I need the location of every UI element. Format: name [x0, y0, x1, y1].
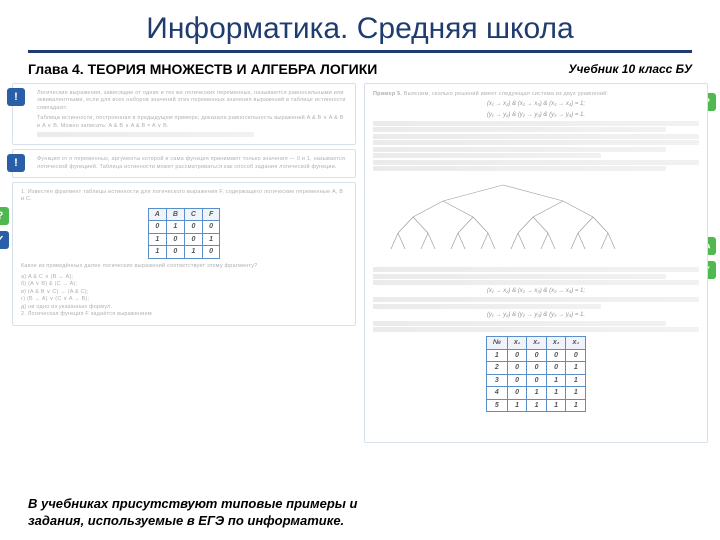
cell: 0: [184, 221, 202, 233]
cell: 1: [527, 387, 547, 399]
formula-mid: (x₁ → x₂) & (x₂ → x₃) & (x₃ → x₄) = 1;: [373, 287, 699, 295]
th-b: B: [166, 208, 184, 220]
cell: 0: [507, 349, 526, 361]
cell: 0: [166, 246, 184, 258]
cell: 1: [566, 399, 586, 411]
formula-mid2: (y₁ → y₂) & (y₂ → y₃) & (y₃ → y₄) = 1.: [373, 311, 699, 319]
left-column: ! Логические выражения, зависящие от одн…: [12, 83, 356, 447]
exclaim-icon: !: [7, 88, 25, 106]
cell: 1: [148, 246, 166, 258]
cell: 0: [527, 349, 547, 361]
th-c: C: [184, 208, 202, 220]
example-text: Выясним, сколько решений имеет следующая…: [404, 91, 608, 97]
content-columns: ! Логические выражения, зависящие от одн…: [0, 83, 720, 447]
cell: 0: [507, 362, 526, 374]
opt-e: д) ни одно из указанных формул.: [21, 304, 347, 311]
cell: 1: [166, 221, 184, 233]
cell: 1: [566, 362, 586, 374]
example-label: Пример 5.: [373, 91, 402, 97]
cell: 4: [486, 387, 507, 399]
example-panel: Пример 5. Выясним, сколько решений имеет…: [364, 83, 708, 443]
task-panel: ? ✓ 1. Известен фрагмент таблицы истинно…: [12, 182, 356, 326]
cell: 1: [507, 399, 526, 411]
th: x₁: [507, 337, 526, 349]
th: x₄: [566, 337, 586, 349]
task-question: Какое из приведённых далее логических вы…: [21, 263, 347, 270]
th-f: F: [202, 208, 219, 220]
cell: 0: [507, 387, 526, 399]
cell: 5: [486, 399, 507, 411]
opt-a: а) A & C ∨ (B ↔ A);: [21, 274, 347, 281]
footer-note: В учебниках присутствуют типовые примеры…: [28, 496, 368, 530]
task-heading: 1. Известен фрагмент таблицы истинности …: [21, 189, 347, 204]
opt-b: б) (A ∨ B) & (C → A);: [21, 281, 347, 288]
book-label: Учебник 10 класс БУ: [568, 62, 692, 76]
cell: 1: [546, 399, 566, 411]
cell: 1: [148, 233, 166, 245]
cell: 0: [527, 362, 547, 374]
cell: 3: [486, 374, 507, 386]
eq1: (x₁ → x₂) & (x₂ → x₃) & (x₃ → x₄) = 1;: [373, 100, 699, 108]
cell: 1: [566, 387, 586, 399]
page-title: Информатика. Средняя школа: [0, 0, 720, 50]
chapter-title: Глава 4. ТЕОРИЯ МНОЖЕСТВ И АЛГЕБРА ЛОГИК…: [28, 61, 377, 77]
cell: 0: [148, 221, 166, 233]
cell: 0: [566, 349, 586, 361]
th: x₂: [527, 337, 547, 349]
cell: 0: [546, 349, 566, 361]
right-column: ? ✎ ✓ Пример 5. Выясним, сколько решений…: [364, 83, 708, 447]
panel1-after: Таблица истинности, построенная в предыд…: [37, 115, 347, 130]
panel1-text: Логические выражения, зависящие от одних…: [37, 90, 347, 112]
cell: 0: [202, 221, 219, 233]
cell: 1: [527, 399, 547, 411]
th: x₃: [546, 337, 566, 349]
cell: 2: [486, 362, 507, 374]
cell: 0: [507, 374, 526, 386]
cell: 0: [184, 233, 202, 245]
th: №: [486, 337, 507, 349]
opt-d: г) (B ↔ A) ∨ (C ∨ A → B);: [21, 296, 347, 303]
panel2-text: Функция от n переменных, аргументы котор…: [37, 156, 347, 171]
check-icon: ✓: [0, 231, 9, 249]
opt-c: в) (A & B ∨ C) → (A & C);: [21, 289, 347, 296]
cell: 0: [166, 233, 184, 245]
cell: 1: [546, 387, 566, 399]
cell: 1: [566, 374, 586, 386]
opt-2: 2. Логическая функция F задаётся выражен…: [21, 311, 347, 318]
truth-table: A B C F 0100 1001 1010: [148, 208, 220, 259]
cell: 0: [527, 374, 547, 386]
decision-tree: [373, 179, 633, 257]
cell: 1: [202, 233, 219, 245]
eq2: (y₁ → y₂) & (y₂ → y₃) & (y₃ → y₄) = 1.: [373, 111, 699, 119]
cell: 1: [546, 374, 566, 386]
cell: 1: [486, 349, 507, 361]
cell: 0: [202, 246, 219, 258]
definition-panel-1: ! Логические выражения, зависящие от одн…: [12, 83, 356, 145]
subheader: Глава 4. ТЕОРИЯ МНОЖЕСТВ И АЛГЕБРА ЛОГИК…: [0, 53, 720, 83]
definition-panel-2: ! Функция от n переменных, аргументы кот…: [12, 149, 356, 178]
cell: 1: [184, 246, 202, 258]
th-a: A: [148, 208, 166, 220]
question-icon: ?: [0, 207, 9, 225]
cell: 0: [546, 362, 566, 374]
solutions-table: № x₁ x₂ x₃ x₄ 10000 20001 30011 40111 51…: [486, 336, 586, 412]
exclaim-icon: !: [7, 154, 25, 172]
